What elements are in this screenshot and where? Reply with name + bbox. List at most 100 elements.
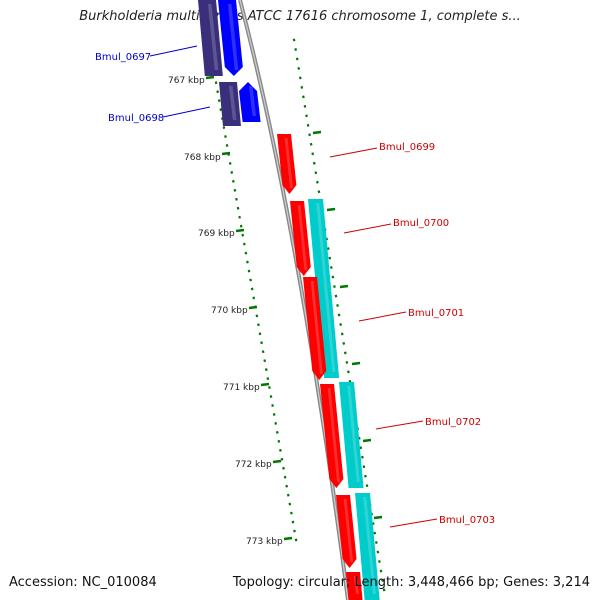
gene-bmul-0699-shade bbox=[284, 138, 293, 188]
major-tick bbox=[235, 228, 245, 233]
minor-tick-inner bbox=[261, 350, 265, 354]
minor-tick-outer bbox=[303, 104, 307, 108]
minor-tick-inner bbox=[290, 511, 293, 515]
minor-tick-outer bbox=[300, 85, 304, 89]
major-tick bbox=[351, 361, 361, 366]
major-tick bbox=[205, 75, 215, 80]
major-tick bbox=[312, 130, 322, 135]
minor-tick-inner bbox=[291, 520, 295, 524]
cds-bmul-0697[interactable] bbox=[198, 0, 223, 76]
minor-tick-inner bbox=[275, 430, 279, 434]
minor-tick-inner bbox=[272, 413, 276, 416]
minor-tick-outer bbox=[292, 38, 296, 42]
gene-bmul-0697-shade bbox=[227, 4, 239, 70]
minor-tick-outer bbox=[315, 180, 319, 184]
major-tick bbox=[283, 536, 293, 541]
minor-tick-inner bbox=[288, 502, 292, 506]
gene-leader-line bbox=[162, 106, 211, 118]
minor-tick-inner bbox=[250, 287, 254, 291]
minor-tick-inner bbox=[280, 457, 284, 461]
gene-leader-line bbox=[149, 45, 198, 57]
minor-tick-outer bbox=[374, 541, 378, 545]
minor-tick-inner bbox=[247, 269, 251, 273]
gene-bmul-0701-shade bbox=[310, 281, 323, 374]
map-title: Burkholderia multivorans ATCC 17616 chro… bbox=[79, 9, 521, 24]
gene-bmul-0699[interactable] bbox=[277, 134, 297, 194]
gene-bmul-0698-shade bbox=[248, 86, 257, 116]
minor-tick-inner bbox=[241, 233, 245, 237]
minor-tick-outer bbox=[302, 95, 305, 99]
gene-bmul-0702[interactable] bbox=[320, 384, 344, 488]
minor-tick-outer bbox=[343, 351, 347, 355]
cds-bmul-0702-shade bbox=[347, 386, 360, 482]
minor-tick-inner bbox=[279, 448, 282, 452]
minor-tick-outer bbox=[312, 161, 316, 165]
cds-bmul-0697-shade bbox=[207, 4, 219, 70]
minor-tick-inner bbox=[238, 215, 241, 219]
gene-label-bmul-0697[interactable]: Bmul_0697 bbox=[95, 52, 151, 63]
gene-bmul-0703[interactable] bbox=[336, 495, 357, 568]
cds-bmul-0703[interactable] bbox=[355, 493, 380, 600]
minor-tick-inner bbox=[257, 323, 260, 327]
minor-tick-inner bbox=[233, 188, 237, 192]
gene-bmul-0697[interactable] bbox=[218, 0, 243, 76]
minor-tick-outer bbox=[334, 294, 338, 298]
minor-tick-inner bbox=[268, 386, 271, 390]
minor-tick-outer bbox=[336, 304, 339, 307]
gene-label-bmul-0700[interactable]: Bmul_0700 bbox=[393, 218, 449, 229]
gene-leader-line bbox=[358, 311, 407, 322]
minor-tick-outer bbox=[333, 285, 336, 288]
major-tick bbox=[373, 515, 383, 520]
minor-tick-outer bbox=[345, 360, 349, 364]
cds-bmul-0702[interactable] bbox=[339, 382, 364, 488]
cds-bmul-0698[interactable] bbox=[219, 82, 241, 126]
minor-tick-inner bbox=[263, 359, 267, 363]
minor-tick-inner bbox=[222, 126, 226, 130]
minor-tick-outer bbox=[342, 341, 346, 345]
minor-tick-inner bbox=[264, 368, 268, 372]
minor-tick-outer bbox=[379, 569, 383, 573]
minor-tick-outer bbox=[328, 256, 332, 260]
minor-tick-outer bbox=[309, 142, 313, 146]
gene-leader-line bbox=[329, 147, 378, 158]
minor-tick-inner bbox=[236, 206, 240, 210]
topology-stats-text: Topology: circular; Length: 3,448,466 bp… bbox=[232, 575, 590, 590]
gene-bmul-0700[interactable] bbox=[290, 201, 311, 276]
gene-label-bmul-0702[interactable]: Bmul_0702 bbox=[425, 417, 481, 428]
minor-tick-inner bbox=[258, 332, 262, 336]
major-tick bbox=[221, 151, 231, 156]
gene-label-bmul-0699[interactable]: Bmul_0699 bbox=[379, 142, 435, 153]
gene-label-bmul-0701[interactable]: Bmul_0701 bbox=[408, 308, 464, 319]
minor-tick-outer bbox=[364, 474, 367, 478]
major-tick bbox=[272, 459, 282, 464]
gene-label-bmul-0698[interactable]: Bmul_0698 bbox=[108, 113, 164, 124]
major-tick bbox=[326, 207, 336, 212]
minor-tick-outer bbox=[326, 247, 330, 251]
cds-bmul-0698-shade bbox=[228, 86, 237, 120]
gene-labels[interactable]: Bmul_0697 Bmul_0698 Bmul_0699 Bmul_0700 … bbox=[95, 45, 495, 528]
gene-bmul-0703-shade bbox=[343, 499, 354, 562]
gene-next[interactable] bbox=[346, 572, 363, 600]
gene-bmul-0701[interactable] bbox=[303, 277, 327, 380]
minor-tick-outer bbox=[308, 133, 311, 137]
minor-tick-inner bbox=[235, 197, 238, 201]
minor-tick-inner bbox=[269, 395, 273, 398]
tick-label-769: 769 kbp bbox=[198, 229, 235, 239]
gene-label-bmul-0703[interactable]: Bmul_0703 bbox=[439, 515, 495, 526]
gene-leader-line bbox=[343, 223, 392, 234]
major-tick bbox=[260, 382, 270, 387]
minor-tick-inner bbox=[249, 278, 252, 282]
minor-tick-inner bbox=[217, 99, 221, 103]
major-tick bbox=[339, 284, 349, 289]
major-tick bbox=[362, 438, 372, 443]
cds-bmul-0700-shade bbox=[316, 203, 336, 372]
cds-bmul-0700[interactable] bbox=[308, 199, 340, 378]
gene-track[interactable] bbox=[198, 0, 380, 600]
minor-tick-outer bbox=[381, 579, 384, 582]
minor-tick-inner bbox=[274, 421, 278, 425]
tick-label-770: 770 kbp bbox=[211, 306, 248, 316]
minor-tick-inner bbox=[225, 144, 229, 147]
minor-tick-inner bbox=[246, 260, 249, 264]
gene-bmul-0698[interactable] bbox=[239, 82, 261, 122]
